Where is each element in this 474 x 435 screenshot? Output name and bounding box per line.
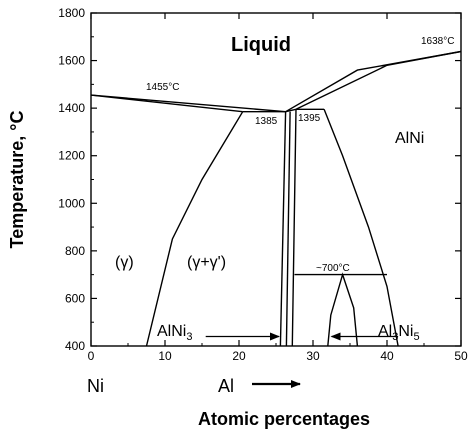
- x-tick-label: 30: [306, 349, 320, 363]
- label-700: ~700°C: [316, 263, 350, 274]
- phase-boundary-7: [279, 111, 287, 347]
- y-tick-label: 1000: [58, 196, 85, 210]
- alni3-sub: 3: [186, 331, 192, 343]
- label-1638: 1638°C: [421, 36, 454, 47]
- al3ni5-sub1: 3: [392, 331, 398, 343]
- x-axis-title: Atomic percentages: [198, 409, 370, 429]
- labels: Temperature, °C Atomic percentages Liquid A…: [7, 34, 454, 429]
- y-tick-label: 400: [65, 339, 85, 353]
- liquid-label: Liquid: [231, 34, 291, 56]
- gamma-label: (γ): [115, 254, 134, 271]
- phase-boundary-2: [285, 50, 462, 113]
- phase-boundary-6: [145, 111, 244, 347]
- alni3-label: AlNi3: [157, 323, 192, 343]
- alni3-base: AlNi: [157, 323, 186, 340]
- y-tick-label: 800: [65, 244, 85, 258]
- al3ni5-sub2: 5: [413, 331, 419, 343]
- ni-element-label: Ni: [87, 376, 104, 396]
- al3ni5-base2: Ni: [398, 323, 413, 340]
- x-tick-label: 50: [454, 349, 468, 363]
- phase-boundaries: [90, 50, 462, 388]
- label-1395: 1395: [298, 113, 321, 124]
- y-tick-label: 1800: [58, 6, 85, 20]
- x-tick-label: 20: [232, 349, 246, 363]
- phase-boundary-8: [285, 111, 291, 347]
- plot-frame: [90, 12, 462, 347]
- phase-boundary-1: [90, 94, 243, 113]
- y-tick-label: 1600: [58, 54, 85, 68]
- phase-boundary-0: [90, 94, 286, 113]
- phase-boundary-4: [285, 108, 325, 113]
- phase-boundary-10: [323, 109, 399, 347]
- axes: 0 10 20 30 40 50 400 600 800 1000 1200 1400 1600 1800: [58, 6, 468, 363]
- y-tick-label: 1400: [58, 101, 85, 115]
- alni-label: AlNi: [395, 130, 424, 147]
- phase-boundary-3: [295, 50, 462, 110]
- y-tick-label: 600: [65, 291, 85, 305]
- phase-boundary-12: [327, 272, 359, 347]
- al-element-label: Al: [218, 376, 234, 396]
- x-tick-label: 0: [88, 349, 95, 363]
- y-axis-title: Temperature, °C: [7, 111, 27, 249]
- al3ni5-base1: Al: [378, 323, 392, 340]
- label-1385: 1385: [255, 116, 278, 127]
- gamma-prime-label: (γ+γ'): [187, 254, 226, 271]
- x-tick-label: 10: [158, 349, 172, 363]
- label-1455: 1455°C: [146, 82, 179, 93]
- x-tick-label: 40: [380, 349, 394, 363]
- al3ni5-label: Al3Ni5: [378, 323, 420, 343]
- y-tick-label: 1200: [58, 149, 85, 163]
- phase-boundary-9: [291, 109, 297, 347]
